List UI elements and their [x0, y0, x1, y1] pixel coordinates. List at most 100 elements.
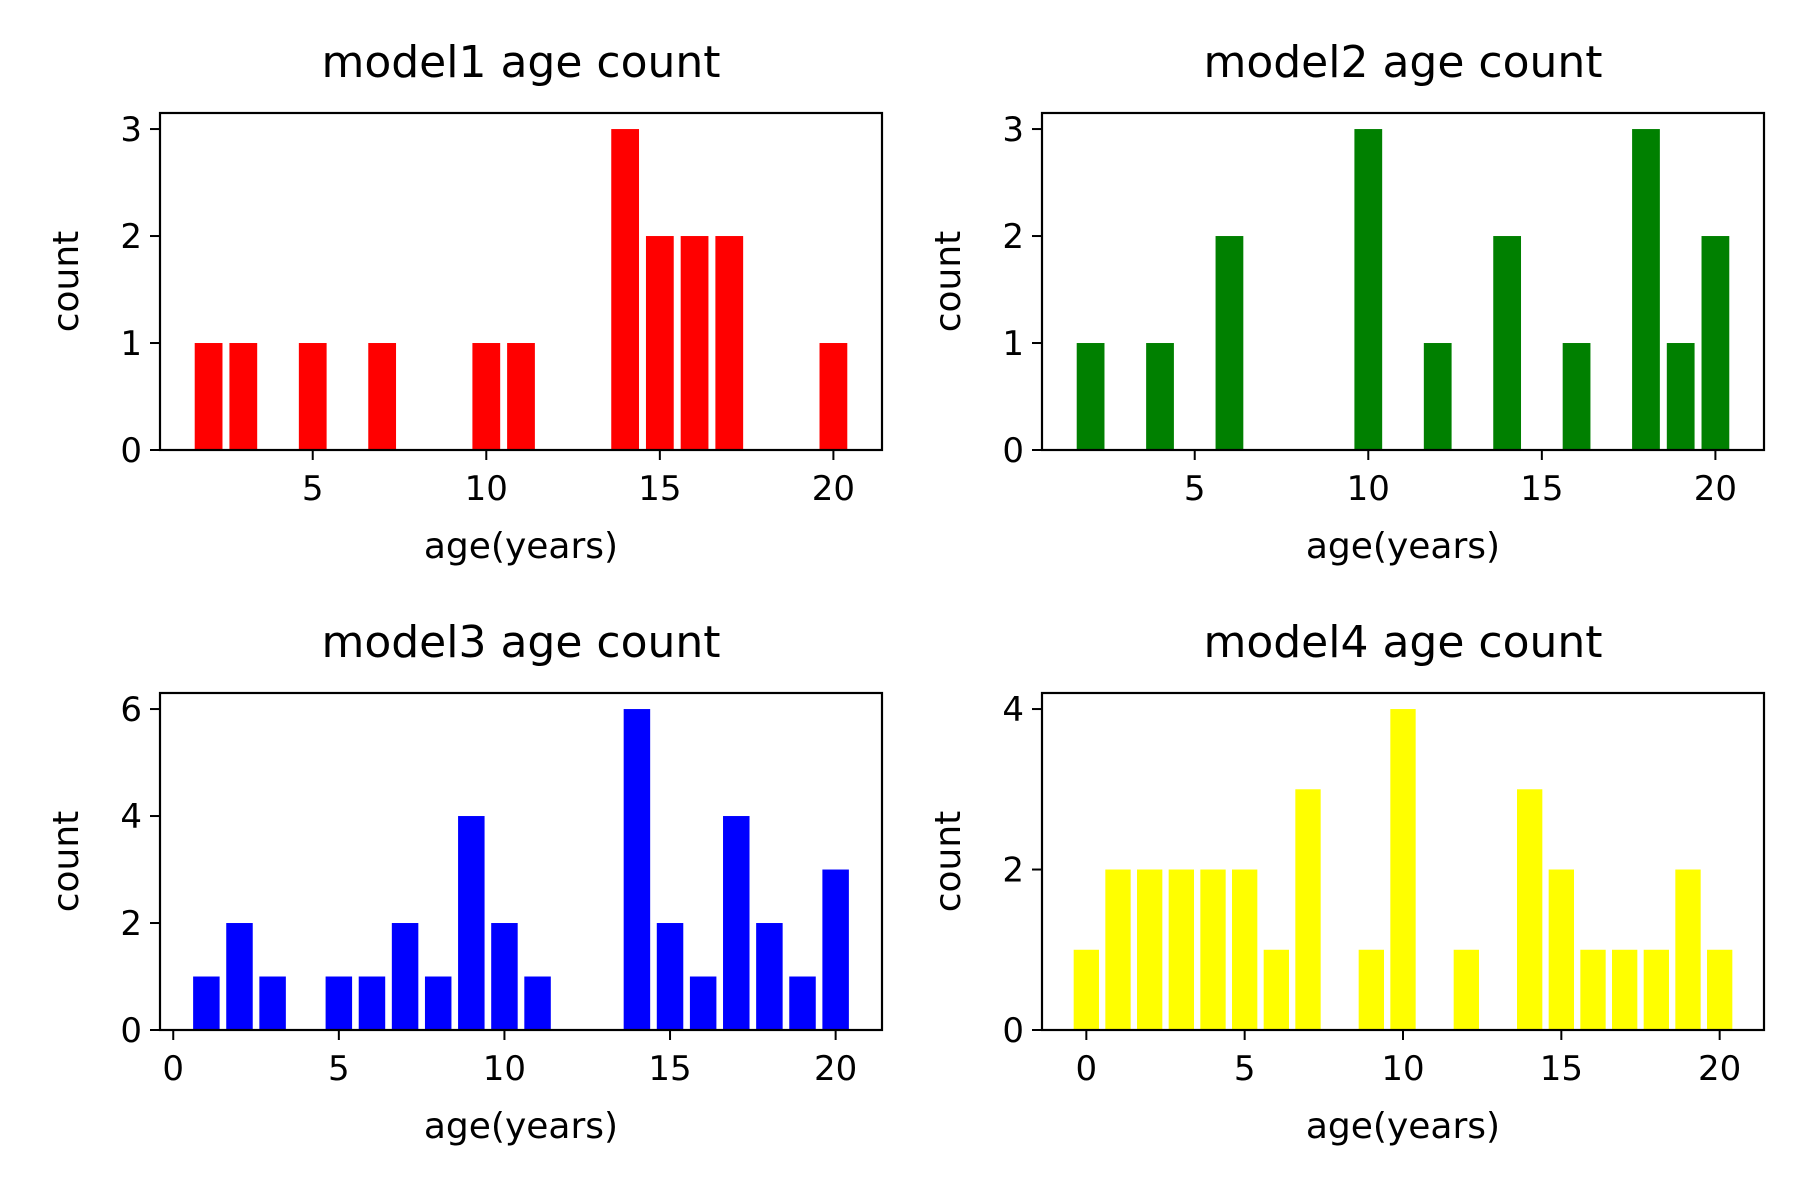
bar	[611, 129, 640, 451]
bar	[1390, 709, 1416, 1030]
x-tick-label: 20	[1694, 469, 1737, 509]
y-axis-label: count	[46, 231, 87, 333]
bar	[1073, 949, 1099, 1030]
y-tick-label: 3	[120, 110, 142, 150]
x-tick-label: 0	[162, 1049, 184, 1089]
bar	[645, 236, 674, 450]
x-tick-label: 15	[638, 469, 681, 509]
y-tick-label: 1	[1002, 324, 1024, 364]
bar	[1580, 949, 1606, 1030]
subplot-model1: model1 age count 5 10 15 20 0 1 2 3 age(years) cou…	[46, 37, 884, 567]
bar	[358, 976, 386, 1030]
x-tick-label: 5	[328, 1049, 350, 1089]
bar	[1168, 869, 1194, 1030]
bar	[1453, 949, 1479, 1030]
x-tick-label: 10	[1347, 469, 1390, 509]
bar	[1295, 789, 1321, 1030]
chart-title: model2 age count	[1203, 37, 1602, 88]
x-tick-label: 10	[465, 469, 508, 509]
bar	[680, 236, 709, 450]
y-tick-label: 2	[1002, 851, 1024, 891]
chart-title: model3 age count	[321, 617, 720, 668]
bar	[656, 923, 684, 1030]
bar	[1612, 949, 1638, 1030]
y-tick-label: 0	[1002, 431, 1024, 471]
bar	[689, 976, 717, 1030]
x-tick-label: 20	[1698, 1049, 1741, 1089]
bar	[623, 709, 651, 1030]
y-tick-label: 2	[120, 217, 142, 257]
bar	[193, 976, 220, 1030]
y-tick-label: 2	[120, 904, 142, 944]
bar	[259, 976, 286, 1030]
y-tick-label: 3	[1002, 110, 1024, 150]
x-tick-label: 5	[1184, 469, 1206, 509]
chart-title: model4 age count	[1203, 617, 1602, 668]
bar	[226, 923, 253, 1030]
y-axis-label: count	[928, 811, 969, 913]
chart-title: model1 age count	[321, 37, 720, 88]
x-tick-label: 10	[483, 1049, 526, 1089]
bar	[229, 343, 258, 450]
bar	[368, 343, 397, 450]
x-tick-label: 20	[812, 469, 855, 509]
bar	[1632, 129, 1660, 451]
bar	[458, 816, 485, 1030]
y-tick-label: 0	[120, 431, 142, 471]
plot-frame	[158, 691, 884, 1032]
bar	[507, 343, 535, 450]
x-tick-label: 15	[1540, 1049, 1583, 1089]
bar	[756, 923, 783, 1030]
bar	[1146, 343, 1174, 450]
bar	[524, 976, 551, 1030]
bar	[1701, 236, 1730, 450]
bar	[424, 976, 452, 1030]
bar	[1263, 949, 1289, 1030]
x-tick-label: 5	[1234, 1049, 1256, 1089]
bar	[491, 923, 518, 1030]
y-tick-label: 6	[120, 690, 142, 730]
x-axis-label: age(years)	[1306, 526, 1500, 567]
x-tick-label: 0	[1076, 1049, 1098, 1089]
x-axis-label: age(years)	[1306, 1106, 1500, 1147]
y-tick-label: 4	[120, 797, 142, 837]
subplot-model3: model3 age count 0 5 10 15 20 0 2 4 6 age(years) co…	[46, 617, 884, 1147]
bar	[1548, 869, 1574, 1030]
x-tick-label: 15	[648, 1049, 691, 1089]
y-tick-label: 4	[1002, 690, 1024, 730]
bar	[1076, 343, 1105, 450]
x-axis-label: age(years)	[424, 526, 618, 567]
bar	[1666, 343, 1695, 450]
bar	[1354, 129, 1383, 451]
bar	[715, 236, 744, 450]
bar	[1358, 949, 1384, 1030]
y-axis-label: count	[46, 811, 87, 913]
x-tick-label: 20	[814, 1049, 857, 1089]
x-tick-label: 15	[1520, 469, 1563, 509]
bar	[325, 976, 353, 1030]
x-tick-label: 5	[302, 469, 324, 509]
x-axis-label: age(years)	[424, 1106, 618, 1147]
bar	[1200, 869, 1226, 1030]
y-tick-label: 1	[120, 324, 142, 364]
subplot-model2: model2 age count 5 10 15 20 0 1 2 3 age(years) cou…	[928, 37, 1766, 567]
bar	[1105, 869, 1131, 1030]
bar	[298, 343, 327, 450]
bar	[391, 923, 419, 1030]
y-axis-label: count	[928, 231, 969, 333]
y-tick-label: 0	[120, 1011, 142, 1051]
bar	[1423, 343, 1452, 450]
bar	[1137, 869, 1163, 1030]
bar	[789, 976, 816, 1030]
bar	[822, 869, 849, 1030]
x-tick-label: 10	[1381, 1049, 1424, 1089]
bar	[723, 816, 750, 1030]
bar	[1493, 236, 1522, 450]
bar	[819, 343, 848, 450]
y-tick-label: 0	[1002, 1011, 1024, 1051]
bar	[472, 343, 501, 450]
bar	[1675, 869, 1701, 1030]
bar	[1517, 789, 1543, 1030]
subplot-model4: model4 age count 0 5 10 15 20 0 2 4 age(years) cou…	[928, 617, 1766, 1147]
